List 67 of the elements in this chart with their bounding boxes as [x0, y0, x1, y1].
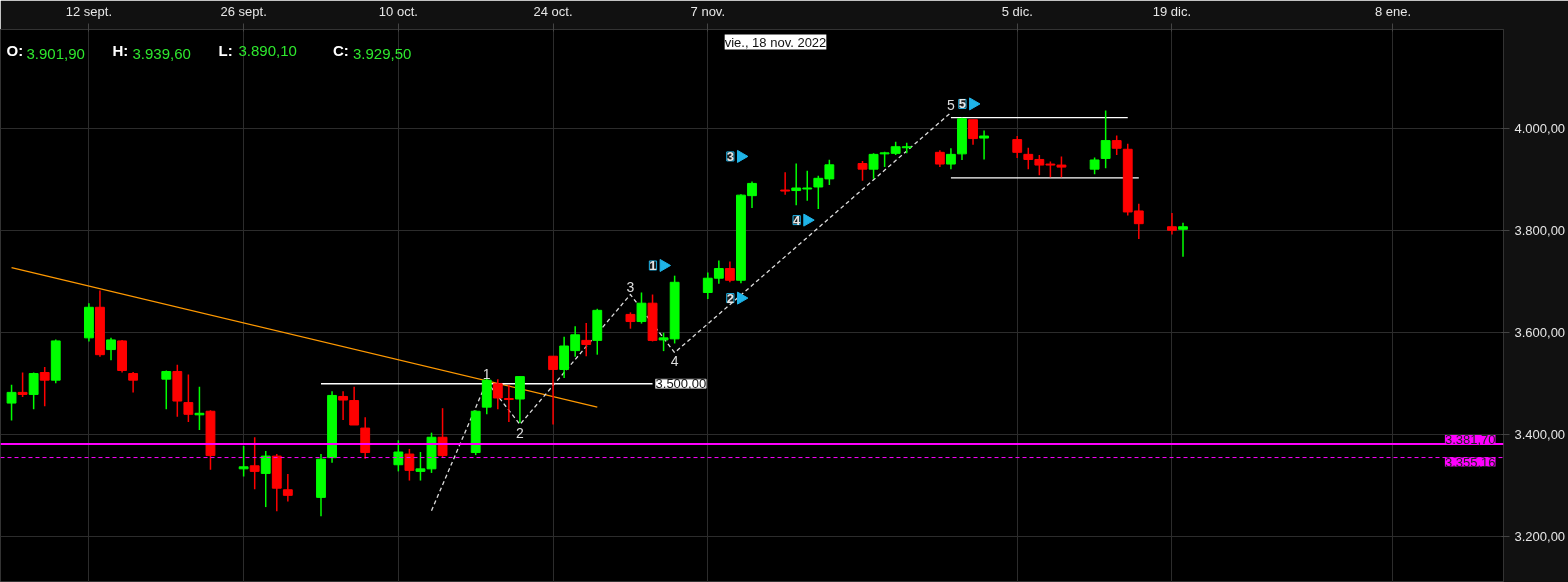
annotation: H:3.939,60 [112, 41, 191, 62]
candlestick [968, 118, 978, 146]
candlestick [39, 366, 50, 407]
candlestick [780, 171, 791, 196]
annotation: 3.500,00 [655, 376, 707, 392]
y-tick-label: 3.400,00 [1514, 427, 1566, 443]
candlestick [979, 129, 989, 161]
x-tick-label: 19 dic. [1152, 3, 1192, 19]
x-tick-label: 10 oct. [378, 3, 418, 19]
candlestick [515, 375, 525, 424]
candlestick [238, 445, 249, 478]
candlestick [492, 378, 503, 410]
annotation: 4 [670, 352, 679, 369]
candlestick [183, 373, 194, 423]
annotation: O:3.901,90 [6, 41, 85, 62]
annotation: 3 [726, 148, 734, 164]
candlestick [946, 147, 956, 170]
candlestick [282, 473, 293, 503]
candlestick [857, 160, 868, 182]
point [659, 258, 672, 272]
x-tick-label: 5 dic. [1001, 3, 1033, 19]
candlestick [161, 369, 172, 410]
candlestick [1100, 109, 1111, 169]
y-tick-label: 3.200,00 [1514, 529, 1566, 545]
y-tick-label: 3.600,00 [1514, 325, 1566, 341]
annotation: C:3.929,50 [333, 41, 412, 62]
line-series [430, 111, 952, 512]
candlestick [581, 322, 592, 357]
candlestick [6, 384, 17, 422]
candlestick [724, 260, 735, 284]
x-tick-label: 26 sept. [220, 3, 267, 19]
annotation: 3 [626, 278, 635, 295]
candlestick [393, 439, 404, 473]
y-tick-label: 3.800,00 [1514, 223, 1566, 239]
annotation: L: 3.890,10 [218, 41, 297, 59]
candlestick [636, 291, 647, 325]
ref-line-label: 3.355,16 [1444, 454, 1496, 470]
point [803, 213, 815, 227]
point [736, 149, 749, 163]
candlestick [128, 371, 139, 394]
candlestick [1167, 212, 1177, 236]
annotation: vie., 18 nov. 2022 [724, 34, 827, 50]
candlestick [404, 448, 415, 482]
candlestick [1012, 135, 1023, 159]
candlestick [28, 371, 39, 410]
x-tick-label: 24 oct. [533, 3, 573, 19]
annotation: 2 [516, 424, 525, 441]
y-tick-label: 4.000,00 [1514, 121, 1566, 137]
ref-line-label: 3.381,70 [1444, 432, 1496, 448]
candlestick [503, 384, 514, 423]
point [969, 97, 981, 111]
candlestick [548, 355, 558, 426]
x-tick-label: 8 ene. [1374, 3, 1412, 19]
annotation: 5 [947, 96, 956, 113]
annotation: 5 [958, 96, 967, 112]
candlestick [17, 371, 28, 398]
annotation: 1 [649, 257, 657, 273]
candlestick [106, 337, 116, 362]
candlestick [1178, 221, 1188, 258]
candlestick [437, 407, 448, 459]
annotation: 1 [482, 365, 491, 382]
x-tick-label: 12 sept. [65, 3, 113, 19]
candlestick [260, 450, 271, 508]
candlestick [249, 436, 260, 490]
point [736, 291, 749, 305]
x-tick-label: 7 nov. [690, 3, 726, 19]
candlestick [1111, 134, 1122, 156]
